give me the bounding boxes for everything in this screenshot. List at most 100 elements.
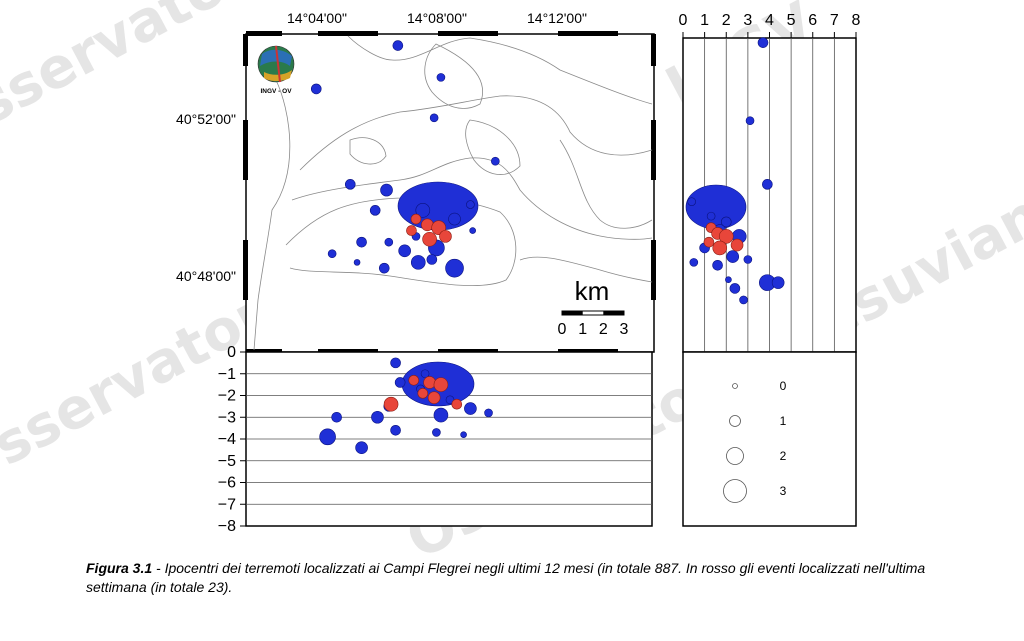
map-point-1-0 [410,213,422,225]
ingv-logo: INGV - OV [257,45,295,95]
map-point-0-9 [448,212,461,226]
map-point-0-19 [410,255,426,270]
depth-lon-point-1-2 [433,377,449,392]
depth-lon-point-0-13 [460,431,467,438]
map-point-0-20 [378,262,390,274]
depth-lat-point-0-11 [712,259,723,271]
depth-lat-xtick-4: 4 [765,12,774,29]
map-point-0-13 [469,227,476,234]
depth-lat-point-1-4 [730,238,744,252]
map-point-0-12 [384,237,394,247]
depth-lat-xtick-0: 0 [679,12,688,29]
legend-label-3: 3 [780,484,787,498]
map-point-0-10 [466,200,475,209]
map-points [310,40,500,278]
depth-lat-xtick-5: 5 [787,12,796,29]
depth-lat-point-0-5 [720,216,732,228]
depth-lon-point-0-6 [464,402,477,415]
map-point-0-7 [415,203,431,218]
map-point-0-2 [310,83,322,95]
legend-circle-3 [723,479,747,503]
depth-lat-xtick-6: 6 [808,12,817,29]
depth-lat-point-0-4 [706,211,716,221]
figure-caption: Figura 3.1 - Ipocentri dei terremoti loc… [86,559,966,597]
depth-lon-point-0-14 [319,428,336,446]
depth-lon-ytick-6: −6 [218,475,236,492]
lon-tick-1: 14°04'00" [287,10,347,26]
legend-circle-1 [729,415,741,427]
depth-lon-point-1-5 [383,396,399,412]
depth-lon-ytick-5: −5 [218,453,236,470]
depth-lat-points [687,37,785,305]
depth-lat-cluster-core [685,184,747,230]
lon-tick-3: 14°12'00" [527,10,587,26]
map-point-0-4 [491,156,500,166]
depth-lon-point-0-2 [394,377,406,388]
depth-lon-point-0-12 [432,428,441,437]
depth-lat-point-0-9 [726,250,740,263]
depth-lon-point-1-4 [427,391,441,404]
depth-lat-xtick-3: 3 [743,12,752,29]
depth-lat-point-0-2 [762,179,773,190]
map-point-1-4 [439,230,452,243]
scale-tick-3: 3 [620,321,629,338]
depth-lon-yticks: 0 −1 −2 −3 −4 −5 −6 −7 −8 [218,344,246,535]
scale-unit: km [575,276,610,306]
depth-lon-point-0-8 [331,411,342,423]
lat-tick-2: 40°48'00" [176,268,236,284]
depth-lon-ytick-3: −3 [218,409,236,426]
scale-bar: km 0 1 2 3 [558,276,629,338]
depth-lat-point-0-3 [687,197,696,206]
depth-lon-point-0-11 [390,424,401,436]
depth-lon-point-0-15 [355,441,368,455]
map-point-0-17 [327,249,337,259]
depth-lat-xtick-2: 2 [722,12,731,29]
lon-tick-2: 14°08'00" [407,10,467,26]
map-point-0-15 [398,244,411,258]
depth-lon-point-1-6 [451,398,463,410]
depth-lon-ytick-1: −1 [218,366,236,383]
lat-tick-1: 40°52'00" [176,111,236,127]
legend-label-1: 1 [780,414,787,428]
depth-lat-xtick-8: 8 [852,12,861,29]
depth-lat-point-0-1 [745,116,755,126]
map-point-0-6 [380,183,393,197]
depth-lat-point-0-17 [739,295,748,305]
depth-lon-point-0-1 [420,369,430,379]
ingv-logo-text: INGV - OV [260,88,292,95]
legend-circle-2 [726,447,744,465]
depth-lat-point-0-10 [743,255,753,264]
scale-tick-0: 0 [558,321,567,338]
depth-lon-ytick-7: −7 [218,496,236,513]
map-point-1-3 [406,225,417,236]
depth-lon-point-1-0 [408,374,420,386]
map-point-0-21 [445,258,464,278]
magnitude-legend: 0 1 2 3 [682,351,857,527]
depth-lon-points [319,357,493,455]
depth-lat-point-0-15 [771,276,785,289]
depth-lon-ytick-2: −2 [218,388,236,405]
map-point-0-3 [429,113,439,123]
depth-lon-panel: 0 −1 −2 −3 −4 −5 −6 −7 −8 [218,344,653,535]
map-point-0-16 [426,254,438,265]
legend-label-2: 2 [780,449,787,463]
depth-lat-point-0-0 [757,37,769,48]
map-point-0-1 [436,73,446,82]
legend-frame [682,351,857,527]
depth-lon-point-0-7 [433,407,449,423]
depth-lat-point-1-2 [718,229,734,244]
map-point-0-11 [356,236,367,248]
depth-lon-ytick-0: 0 [227,344,236,361]
map-point-0-18 [353,259,361,266]
depth-lon-point-0-9 [371,410,384,424]
depth-lon-ytick-4: −4 [218,431,236,448]
scale-tick-1: 1 [578,321,587,338]
depth-lon-point-0-0 [390,357,401,369]
depth-lat-point-1-3 [703,236,715,248]
legend-label-0: 0 [780,379,787,393]
depth-lat-point-0-16 [729,283,741,294]
depth-lat-point-1-5 [712,240,728,256]
